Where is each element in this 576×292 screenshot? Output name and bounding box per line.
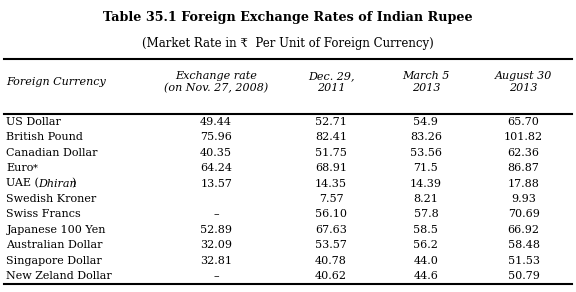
Text: US Dollar: US Dollar (6, 117, 61, 127)
Text: 40.78: 40.78 (315, 256, 347, 266)
Text: 54.9: 54.9 (414, 117, 438, 127)
Text: 51.53: 51.53 (507, 256, 540, 266)
Text: 13.57: 13.57 (200, 179, 232, 189)
Text: 57.8: 57.8 (414, 209, 438, 220)
Text: –: – (213, 271, 219, 281)
Text: 86.87: 86.87 (507, 163, 540, 173)
Text: 44.6: 44.6 (414, 271, 438, 281)
Text: 83.26: 83.26 (410, 132, 442, 142)
Text: Canadian Dollar: Canadian Dollar (6, 148, 98, 158)
Text: 8.21: 8.21 (414, 194, 438, 204)
Text: Euro: Euro (6, 163, 34, 173)
Text: ): ) (71, 178, 75, 189)
Text: Australian Dollar: Australian Dollar (6, 240, 103, 251)
Text: Dec. 29,
2011: Dec. 29, 2011 (308, 71, 354, 93)
Text: New Zeland Dollar: New Zeland Dollar (6, 271, 112, 281)
Text: 9.93: 9.93 (511, 194, 536, 204)
Text: 58.48: 58.48 (507, 240, 540, 251)
Text: 40.35: 40.35 (200, 148, 232, 158)
Text: 62.36: 62.36 (507, 148, 540, 158)
Text: Table 35.1 Foreign Exchange Rates of Indian Rupee: Table 35.1 Foreign Exchange Rates of Ind… (103, 11, 473, 24)
Text: 75.96: 75.96 (200, 132, 232, 142)
Text: Japanese 100 Yen: Japanese 100 Yen (6, 225, 106, 235)
Text: 66.92: 66.92 (507, 225, 540, 235)
Text: Foreign Currency: Foreign Currency (6, 77, 106, 87)
Text: 101.82: 101.82 (504, 132, 543, 142)
Text: 58.5: 58.5 (414, 225, 438, 235)
Text: Swedish Kroner: Swedish Kroner (6, 194, 97, 204)
Text: 7.57: 7.57 (319, 194, 343, 204)
Text: 65.70: 65.70 (507, 117, 540, 127)
Text: 32.81: 32.81 (200, 256, 232, 266)
Text: 14.39: 14.39 (410, 179, 442, 189)
Text: 49.44: 49.44 (200, 117, 232, 127)
Text: Singapore Dollar: Singapore Dollar (6, 256, 102, 266)
Text: 70.69: 70.69 (507, 209, 540, 220)
Text: 40.62: 40.62 (315, 271, 347, 281)
Text: 56.2: 56.2 (414, 240, 438, 251)
Text: 64.24: 64.24 (200, 163, 232, 173)
Text: 44.0: 44.0 (414, 256, 438, 266)
Text: 53.56: 53.56 (410, 148, 442, 158)
Text: *: * (33, 164, 38, 173)
Text: August 30
2013: August 30 2013 (495, 71, 552, 93)
Text: –: – (213, 209, 219, 220)
Text: 32.09: 32.09 (200, 240, 232, 251)
Text: 53.57: 53.57 (315, 240, 347, 251)
Text: 17.88: 17.88 (507, 179, 540, 189)
Text: 56.10: 56.10 (315, 209, 347, 220)
Text: Swiss Francs: Swiss Francs (6, 209, 81, 220)
Text: Exchange rate
(on Nov. 27, 2008): Exchange rate (on Nov. 27, 2008) (164, 71, 268, 93)
Text: 50.79: 50.79 (507, 271, 540, 281)
Text: British Pound: British Pound (6, 132, 84, 142)
Text: 52.71: 52.71 (315, 117, 347, 127)
Text: UAE (: UAE ( (6, 178, 39, 189)
Text: Dhiran: Dhiran (38, 179, 77, 189)
Text: 14.35: 14.35 (315, 179, 347, 189)
Text: 68.91: 68.91 (315, 163, 347, 173)
Text: March 5
2013: March 5 2013 (402, 71, 450, 93)
Text: 71.5: 71.5 (414, 163, 438, 173)
Text: 51.75: 51.75 (315, 148, 347, 158)
Text: 67.63: 67.63 (315, 225, 347, 235)
Text: (Market Rate in ₹  Per Unit of Foreign Currency): (Market Rate in ₹ Per Unit of Foreign Cu… (142, 37, 434, 50)
Text: 52.89: 52.89 (200, 225, 232, 235)
Text: 82.41: 82.41 (315, 132, 347, 142)
